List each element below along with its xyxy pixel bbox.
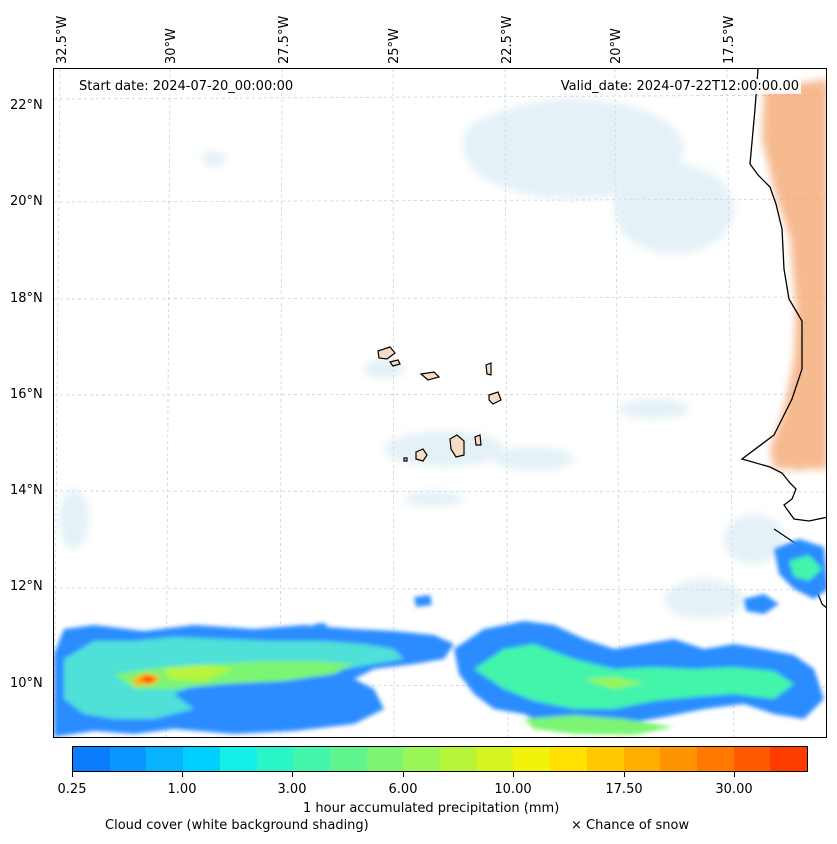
lat-label-16n: 16°N [10, 387, 43, 402]
land-shading [762, 79, 826, 471]
colorbar-tick-label: 3.00 [277, 782, 307, 797]
lat-label-14n: 14°N [10, 483, 43, 498]
colorbar-segment [293, 747, 330, 771]
cape-verde-islands [377, 346, 502, 462]
colorbar-tick-label: 30.00 [715, 782, 753, 797]
colorbar-segment [476, 747, 514, 771]
colorbar-segment [513, 747, 551, 771]
colorbar-segment [403, 747, 441, 771]
colorbar-segment [623, 747, 661, 771]
cb-tick [292, 772, 293, 777]
colorbar-segment [586, 747, 624, 771]
colorbar-segment [183, 747, 220, 771]
colorbar-tick-label: 17.50 [605, 782, 643, 797]
cb-tick [734, 772, 735, 777]
colorbar-segment [329, 747, 367, 771]
precipitation-colorbar [72, 746, 808, 772]
colorbar-segment [770, 747, 808, 771]
africa-coastline [740, 69, 826, 522]
cb-tick [513, 772, 514, 777]
colorbar-segment [219, 747, 257, 771]
precip-band [54, 539, 826, 737]
colorbar-segment [550, 747, 587, 771]
lon-label-30w: 30°W [164, 28, 179, 64]
colorbar-segment [733, 747, 771, 771]
cb-tick [403, 772, 404, 777]
map-panel[interactable]: Start date: 2024-07-20_00:00:00 Valid_da… [53, 68, 827, 738]
colorbar-segment [660, 747, 697, 771]
lon-label-27-5w: 27.5°W [277, 15, 292, 64]
map-canvas [54, 69, 826, 737]
cb-tick [624, 772, 625, 777]
lat-label-10n: 10°N [10, 676, 43, 691]
colorbar-tick-label: 0.25 [57, 782, 87, 797]
lon-label-20w: 20°W [609, 28, 624, 64]
snow-note: × Chance of snow [571, 818, 690, 833]
colorbar-tick-label: 1.00 [167, 782, 197, 797]
colorbar-segment [366, 747, 404, 771]
lon-label-25w: 25°W [387, 28, 402, 64]
cloud-shading [59, 99, 784, 619]
lat-label-20n: 20°N [10, 194, 43, 209]
valid-date-label: Valid_date: 2024-07-22T12:00:00.00 [558, 79, 801, 94]
cloud-cover-note: Cloud cover (white background shading) [105, 818, 369, 833]
colorbar-tick-label: 6.00 [388, 782, 418, 797]
lon-label-32-5w: 32.5°W [55, 15, 70, 64]
lon-label-22-5w: 22.5°W [500, 15, 515, 64]
colorbar-title: 1 hour accumulated precipitation (mm) [303, 801, 560, 816]
colorbar-segment [109, 747, 147, 771]
colorbar-segment [73, 747, 110, 771]
lat-label-22n: 22°N [10, 98, 43, 113]
colorbar-segment [696, 747, 734, 771]
colorbar-tick-label: 10.00 [494, 782, 532, 797]
colorbar-segment [440, 747, 477, 771]
lon-label-17-5w: 17.5°W [722, 15, 737, 64]
cb-tick [72, 772, 73, 777]
colorbar-segment [256, 747, 294, 771]
colorbar-segment [146, 747, 184, 771]
start-date-label: Start date: 2024-07-20_00:00:00 [77, 79, 296, 94]
cb-tick [182, 772, 183, 777]
lat-label-12n: 12°N [10, 579, 43, 594]
lat-label-18n: 18°N [10, 291, 43, 306]
